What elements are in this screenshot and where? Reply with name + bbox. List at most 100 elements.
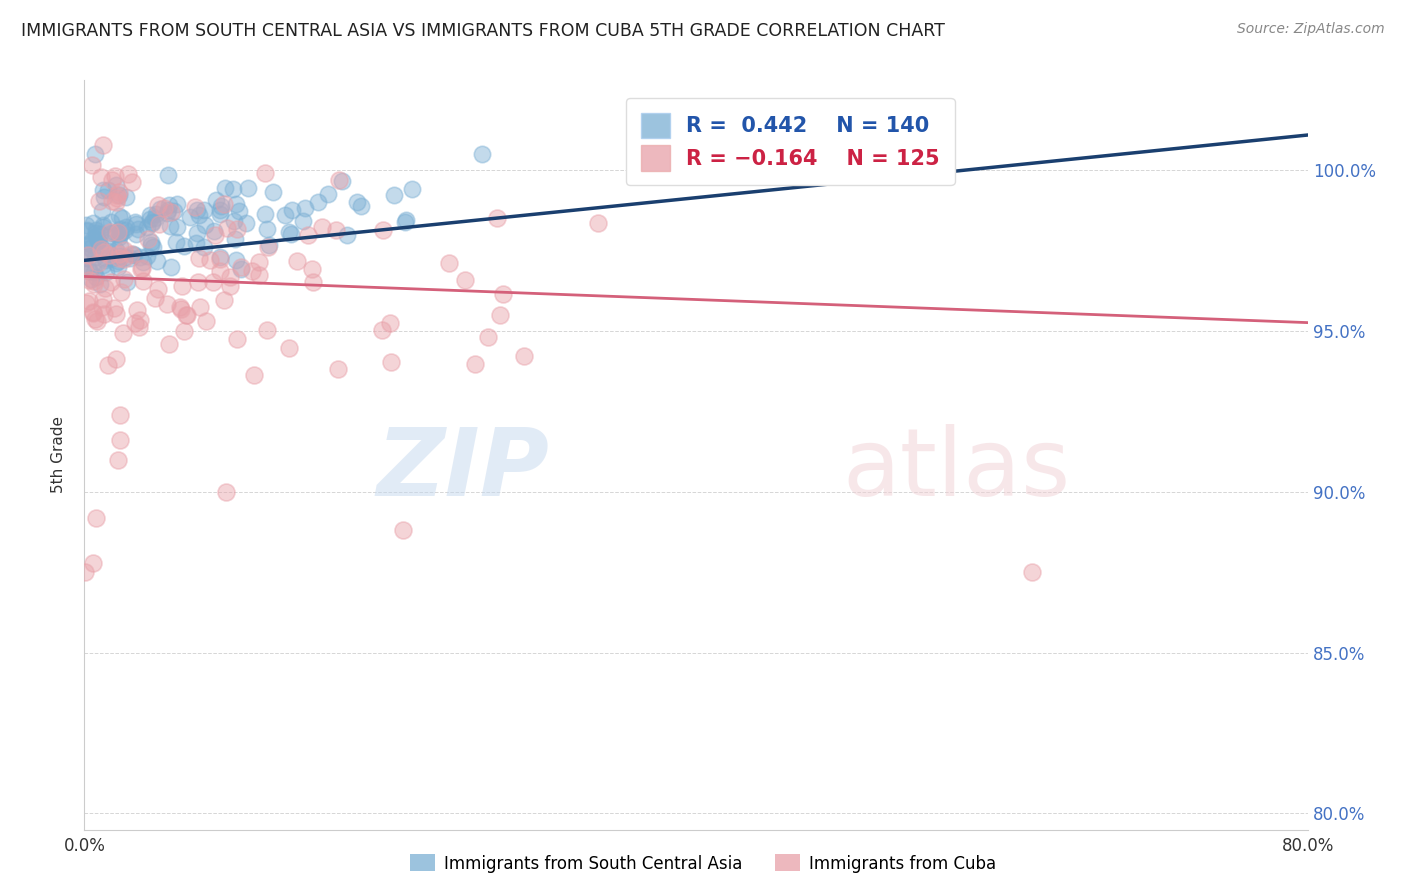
Point	[143, 291, 166, 305]
Point	[280, 227, 302, 241]
Point	[83, 274, 105, 288]
Point	[120, 247, 142, 261]
Point	[201, 275, 224, 289]
Point	[108, 246, 131, 260]
Point	[110, 285, 132, 299]
Point	[135, 249, 157, 263]
Point	[118, 251, 141, 265]
Point	[139, 208, 162, 222]
Point	[217, 221, 239, 235]
Point	[107, 225, 129, 239]
Point	[77, 273, 100, 287]
Text: IMMIGRANTS FROM SOUTH CENTRAL ASIA VS IMMIGRANTS FROM CUBA 5TH GRADE CORRELATION: IMMIGRANTS FROM SOUTH CENTRAL ASIA VS IM…	[21, 22, 945, 40]
Point	[160, 205, 183, 219]
Point	[229, 261, 252, 276]
Point	[209, 203, 232, 218]
Text: atlas: atlas	[842, 424, 1071, 516]
Point	[219, 270, 242, 285]
Point	[104, 178, 127, 193]
Point	[160, 260, 183, 274]
Point	[208, 250, 231, 264]
Point	[1021, 566, 1043, 580]
Point	[513, 349, 536, 363]
Point	[146, 253, 169, 268]
Point	[378, 316, 401, 330]
Point	[90, 203, 112, 218]
Point	[107, 186, 129, 200]
Point	[89, 238, 111, 252]
Point	[103, 251, 125, 265]
Point	[87, 234, 110, 248]
Point	[84, 510, 107, 524]
Point	[114, 250, 136, 264]
Point	[184, 200, 207, 214]
Point	[486, 211, 509, 225]
Point	[173, 324, 195, 338]
Point	[240, 264, 263, 278]
Point	[188, 208, 211, 222]
Point	[186, 203, 208, 218]
Point	[395, 213, 418, 227]
Point	[148, 197, 170, 211]
Point	[93, 253, 115, 268]
Point	[149, 202, 172, 216]
Point	[110, 434, 132, 448]
Point	[91, 219, 114, 233]
Point	[87, 255, 110, 269]
Point	[285, 254, 308, 268]
Point	[83, 277, 105, 292]
Point	[256, 323, 278, 337]
Point	[75, 566, 97, 580]
Point	[157, 337, 180, 351]
Point	[136, 232, 159, 246]
Point	[131, 261, 153, 276]
Point	[225, 252, 247, 267]
Point	[229, 260, 252, 274]
Point	[394, 215, 416, 229]
Point	[225, 197, 247, 211]
Point	[114, 190, 136, 204]
Point	[128, 312, 150, 326]
Point	[184, 236, 207, 251]
Point	[79, 264, 101, 278]
Point	[108, 408, 131, 422]
Point	[115, 219, 138, 234]
Point	[117, 167, 139, 181]
Point	[132, 254, 155, 268]
Point	[112, 272, 135, 286]
Point	[148, 281, 170, 295]
Point	[316, 187, 339, 202]
Point	[107, 254, 129, 268]
Point	[471, 147, 494, 161]
Point	[77, 294, 100, 309]
Point	[97, 183, 120, 197]
Point	[73, 260, 96, 275]
Point	[91, 220, 114, 235]
Point	[136, 219, 159, 234]
Point	[121, 247, 143, 261]
Point	[328, 173, 350, 187]
Point	[80, 241, 103, 255]
Point	[204, 194, 226, 208]
Point	[382, 188, 405, 202]
Point	[228, 203, 250, 218]
Y-axis label: 5th Grade: 5th Grade	[51, 417, 66, 493]
Point	[84, 227, 107, 241]
Point	[139, 235, 162, 249]
Point	[104, 195, 127, 210]
Point	[247, 255, 270, 269]
Point	[380, 355, 402, 369]
Point	[174, 308, 197, 322]
Point	[80, 233, 103, 247]
Point	[224, 232, 246, 246]
Point	[262, 186, 284, 200]
Legend: Immigrants from South Central Asia, Immigrants from Cuba: Immigrants from South Central Asia, Immi…	[404, 847, 1002, 880]
Point	[96, 265, 118, 279]
Point	[100, 275, 122, 289]
Point	[105, 191, 128, 205]
Point	[105, 188, 128, 202]
Point	[222, 182, 245, 196]
Point	[76, 224, 98, 238]
Point	[107, 227, 129, 242]
Point	[346, 194, 368, 209]
